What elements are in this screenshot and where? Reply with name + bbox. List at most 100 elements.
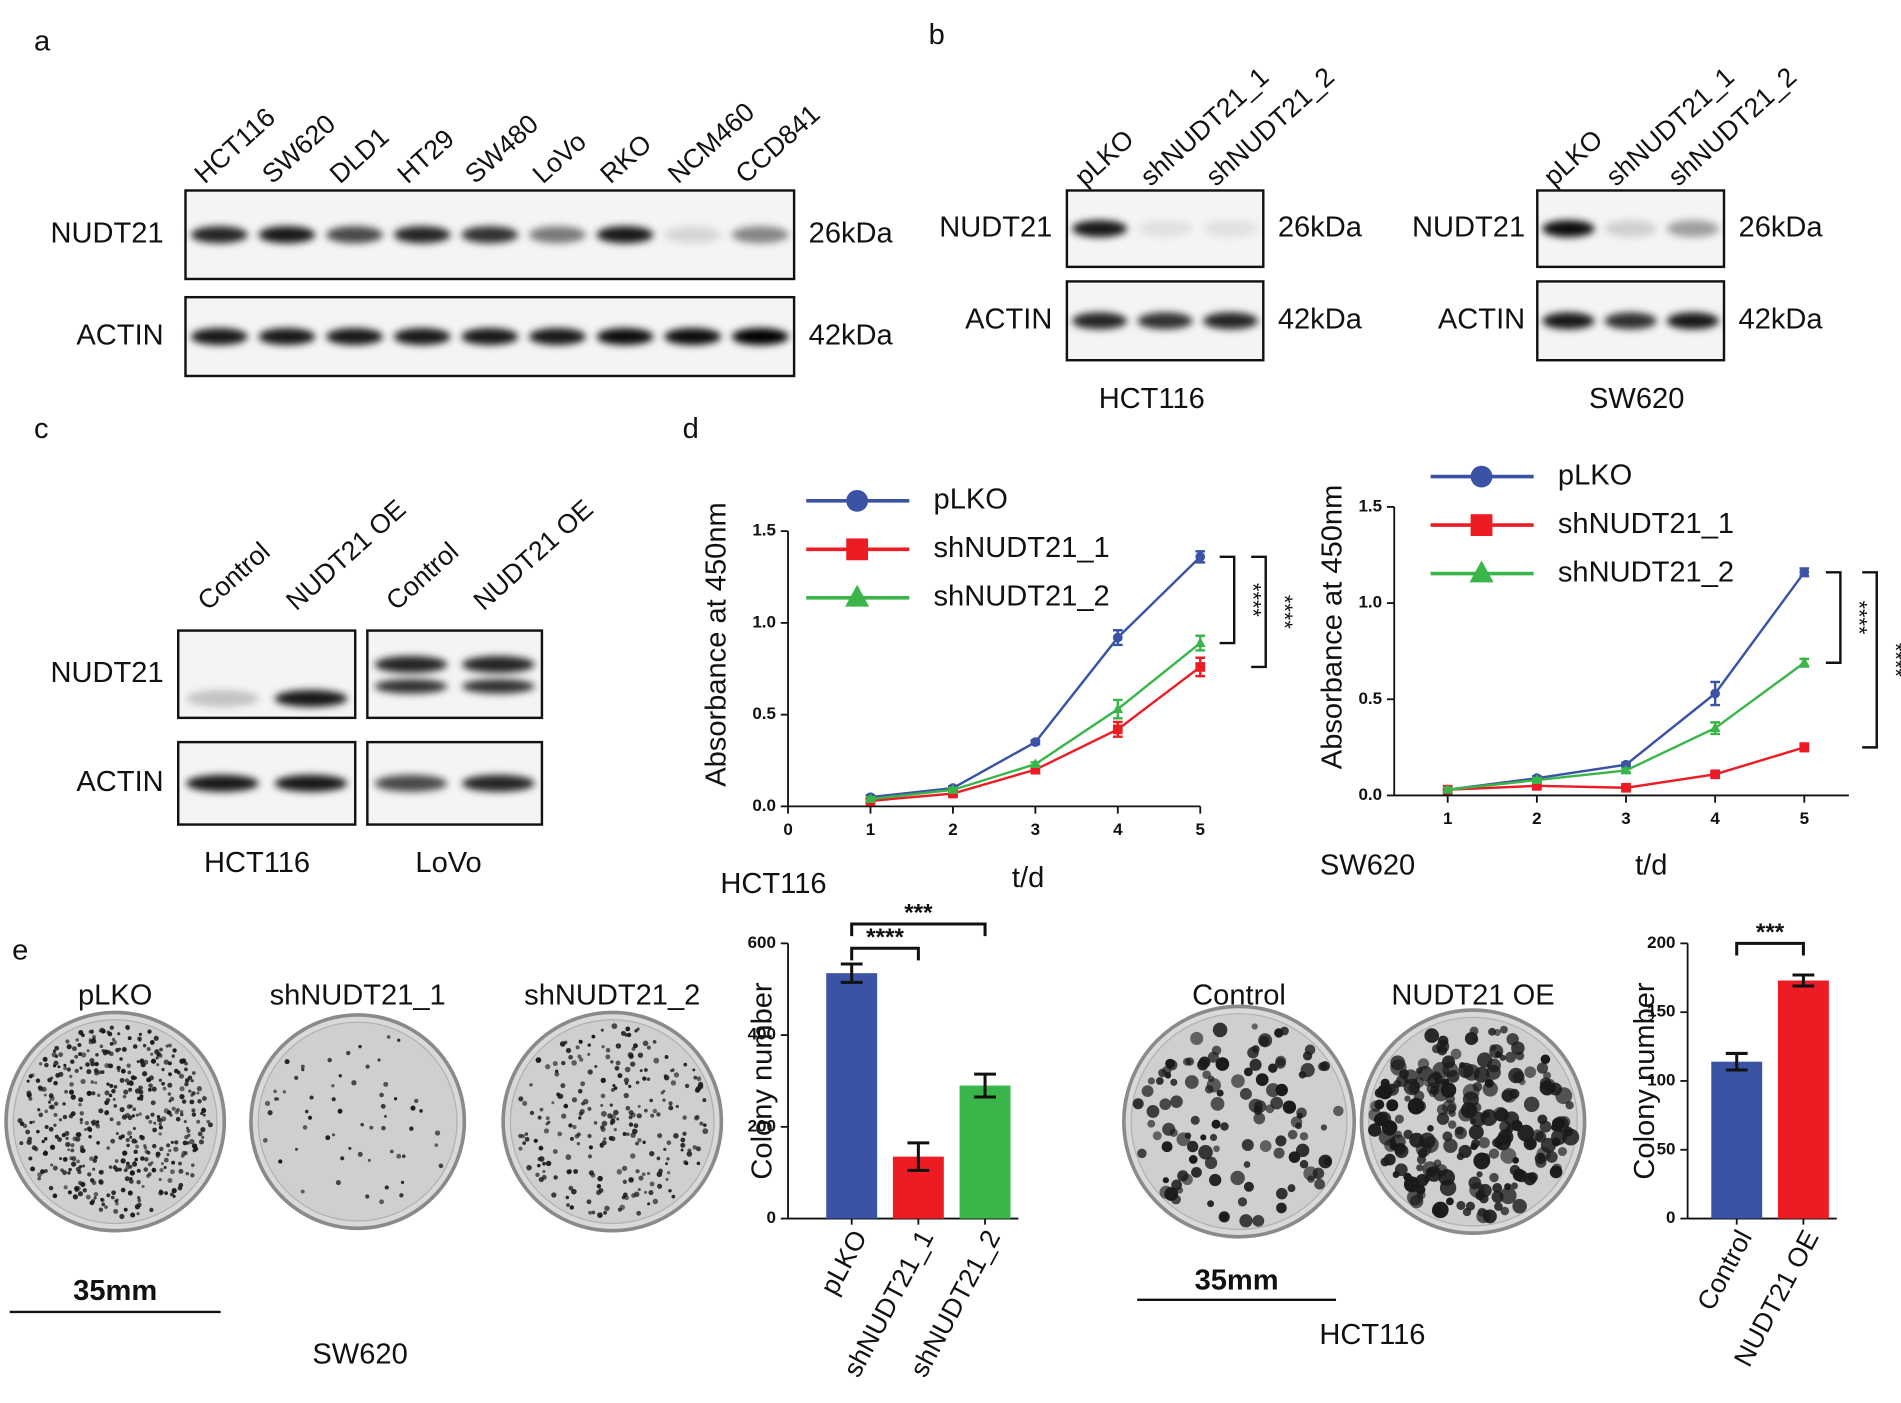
colony (136, 1212, 140, 1216)
colony (637, 1138, 642, 1143)
colony (128, 1087, 133, 1092)
colony (294, 1075, 299, 1081)
colony (1512, 1157, 1520, 1164)
colony (615, 1060, 621, 1066)
colony (565, 1154, 572, 1161)
colony (156, 1117, 162, 1122)
colony (675, 1104, 679, 1109)
colony (380, 1103, 386, 1109)
colony (664, 1055, 669, 1059)
band (1666, 312, 1720, 330)
colony (601, 1110, 607, 1117)
colony (202, 1096, 207, 1101)
colony (130, 1212, 136, 1218)
colony (1290, 1116, 1303, 1128)
colony (202, 1113, 206, 1117)
significance-bracket (1825, 571, 1842, 664)
colony (399, 1193, 404, 1198)
colony (393, 1097, 398, 1101)
x-tick-label: 4 (1710, 809, 1720, 828)
colony (365, 1064, 370, 1069)
colony (1436, 1112, 1450, 1125)
colony (1416, 1067, 1423, 1074)
colony (1198, 1144, 1213, 1160)
colony (613, 1128, 617, 1132)
colony (92, 1167, 96, 1171)
colony (284, 1059, 290, 1065)
colony (1213, 1145, 1220, 1153)
colony (1187, 1140, 1199, 1153)
colony (571, 1097, 578, 1103)
colony (1239, 1087, 1252, 1100)
colony (58, 1118, 63, 1122)
colony (1443, 1138, 1458, 1154)
colony (267, 1110, 273, 1116)
colony (143, 1167, 149, 1172)
colony (84, 1128, 88, 1132)
plate-label: shNUDT21_2 (524, 979, 700, 1011)
colony (626, 1032, 632, 1038)
colony (67, 1171, 71, 1175)
colony (663, 1147, 667, 1152)
colony (1386, 1099, 1399, 1112)
colony (696, 1146, 701, 1152)
colony (665, 1177, 669, 1182)
colony (649, 1098, 654, 1103)
colony (64, 1131, 70, 1136)
colony (1378, 1128, 1396, 1146)
colony (1499, 1187, 1517, 1205)
colony (116, 1065, 121, 1071)
colony (668, 1101, 673, 1106)
colony (145, 1115, 150, 1120)
colony (151, 1167, 157, 1173)
colony (150, 1052, 154, 1056)
colony (694, 1087, 700, 1093)
colony (1394, 1114, 1404, 1124)
colony (19, 1141, 24, 1146)
colony (113, 1104, 118, 1108)
colony (1551, 1129, 1567, 1146)
colony (572, 1124, 577, 1130)
colony (1473, 1066, 1490, 1083)
colony (666, 1157, 670, 1161)
colony (1404, 1095, 1411, 1102)
colony (1456, 1152, 1465, 1161)
y-tick-label: 0.5 (752, 704, 776, 723)
colony (569, 1205, 574, 1210)
colony (80, 1078, 86, 1085)
colony (42, 1056, 48, 1062)
colony (57, 1065, 61, 1069)
colony (610, 1060, 614, 1064)
x-axis-label: t/d (1012, 862, 1044, 894)
x-tick-label: 1 (1443, 809, 1452, 828)
colony (331, 1097, 336, 1102)
colony (163, 1059, 169, 1065)
colony (136, 1180, 141, 1185)
colony (1176, 1132, 1191, 1147)
colony (32, 1120, 36, 1124)
colony (1251, 1023, 1258, 1030)
marker (1470, 514, 1493, 537)
colony (641, 1172, 646, 1177)
colony (139, 1060, 144, 1064)
colony (1512, 1198, 1527, 1214)
marker (1195, 551, 1206, 562)
colony (384, 1114, 387, 1118)
marker (1030, 764, 1041, 775)
colony (189, 1099, 195, 1105)
colony (31, 1145, 37, 1151)
colony (680, 1137, 686, 1143)
colony (89, 1058, 95, 1064)
colony (634, 1029, 638, 1033)
colony (136, 1202, 142, 1208)
colony (635, 1169, 640, 1174)
colony (80, 1148, 86, 1154)
colony (1177, 1170, 1189, 1182)
colony (348, 1146, 352, 1150)
band (1137, 220, 1193, 238)
band (461, 774, 535, 792)
colony (304, 1109, 309, 1114)
colony (72, 1194, 78, 1200)
panel-letter: b (929, 19, 945, 51)
colony (657, 1133, 663, 1139)
